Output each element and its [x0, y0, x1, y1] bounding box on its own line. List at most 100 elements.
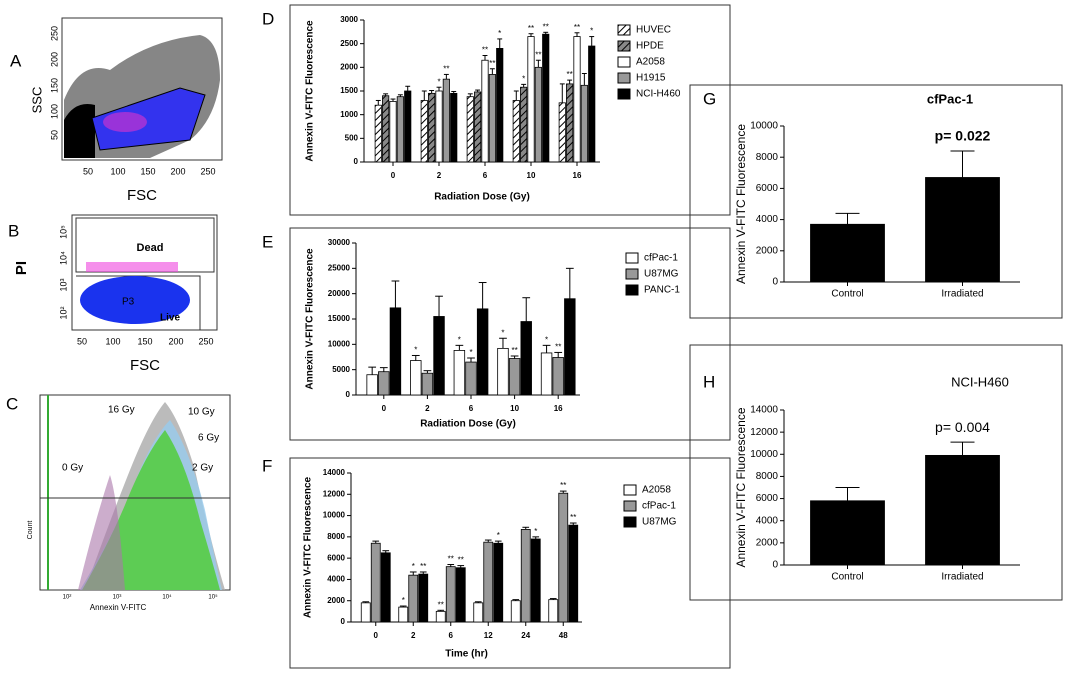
panel-letter: D: [262, 9, 274, 28]
x-tick-label: 100: [110, 166, 125, 176]
bar: [476, 308, 489, 396]
bar: [435, 90, 443, 163]
x-tick-label: Control: [831, 572, 863, 583]
bar: [445, 566, 456, 623]
bar: [534, 66, 542, 163]
bar: [588, 45, 596, 163]
significance: **: [543, 22, 549, 31]
bar: [520, 86, 528, 163]
curve-label: 10 Gy: [188, 407, 215, 418]
bar: [493, 542, 504, 623]
significance: **: [448, 555, 454, 564]
y-axis-label: Annexin V-FITC Fluorescence: [734, 124, 748, 284]
bar: [580, 84, 588, 163]
bar: [497, 347, 509, 396]
y-axis-label: PI: [13, 261, 30, 275]
x-tick-label: 0: [382, 404, 387, 413]
bar: [508, 358, 521, 396]
panel-frame: [689, 84, 1063, 319]
y-tick-label: 0: [354, 157, 359, 166]
curve-label: 6 Gy: [198, 433, 219, 444]
y-tick-label: 15000: [328, 314, 351, 323]
bar: [453, 350, 466, 396]
decor-events: [86, 262, 178, 272]
gate-live: [76, 275, 201, 330]
x-tick-label: 12: [484, 631, 493, 640]
legend-swatch: [625, 252, 639, 264]
y-tick-label: 250: [49, 26, 59, 41]
significance: *: [437, 77, 440, 86]
bar: [925, 177, 1000, 283]
bar: [520, 321, 532, 396]
bar: [450, 92, 458, 163]
panel-letter: A: [10, 51, 22, 70]
significance: **: [528, 24, 534, 33]
y-tick-label: 25000: [328, 263, 351, 272]
legend-swatch: [623, 516, 637, 528]
decor-events: [64, 104, 95, 158]
significance: *: [412, 562, 415, 571]
bar: [520, 529, 531, 623]
panel-letter: F: [262, 456, 272, 475]
bar: [378, 371, 390, 396]
y-tick-label: 10²: [58, 306, 68, 319]
y-tick-label: 1500: [340, 86, 358, 95]
gate-label: P3: [122, 297, 135, 308]
significance: **: [438, 600, 444, 609]
significance: *: [497, 531, 500, 540]
curve-label: 16 Gy: [108, 405, 135, 416]
y-axis-label: Annexin V-FITC Fluorescence: [305, 248, 316, 390]
p-value: p= 0.004: [935, 419, 990, 435]
y-tick-label: 150: [49, 78, 59, 93]
panel-frame: [289, 457, 731, 669]
legend-swatch: [617, 24, 631, 36]
x-tick-label: 250: [200, 166, 215, 176]
panel-frame: [289, 4, 731, 216]
bar: [558, 102, 566, 163]
bar: [496, 48, 504, 163]
significance: **: [482, 46, 488, 55]
curve-label: 2 Gy: [192, 463, 213, 474]
panel-letter: B: [8, 221, 19, 240]
legend-label: A2058: [636, 57, 665, 68]
panel-a: A SSC FSC 250 200 150 100 50 50 100 150 …: [10, 17, 223, 204]
bar: [512, 100, 520, 163]
x-tick-label: 2: [425, 404, 430, 413]
y-tick-label: 2500: [340, 39, 358, 48]
panel-letter: G: [703, 89, 716, 108]
y-tick-label: 10000: [323, 511, 346, 520]
y-tick-label: 3000: [340, 15, 358, 24]
y-tick-label: 1000: [340, 110, 358, 119]
x-tick-label: 10³: [113, 595, 122, 601]
bar: [408, 574, 419, 623]
gate-label: Dead: [137, 242, 164, 254]
x-tick-label: Irradiated: [941, 289, 983, 300]
bar: [925, 454, 1000, 566]
y-axis-label: Annexin V-FITC Fluorescence: [734, 407, 748, 567]
y-tick-label: 4000: [756, 214, 779, 225]
panel-letter: C: [6, 394, 18, 413]
legend-label: PANC-1: [644, 285, 680, 296]
x-axis-label: Radiation Dose (Gy): [420, 419, 516, 430]
legend-swatch: [617, 56, 631, 68]
legend-label: A2058: [642, 485, 671, 496]
x-tick-label: 150: [140, 166, 155, 176]
x-tick-label: 200: [170, 166, 185, 176]
y-tick-label: 6000: [756, 183, 779, 194]
y-tick-label: 8000: [756, 471, 779, 482]
y-tick-label: 8000: [327, 532, 345, 541]
x-tick-label: 10: [510, 404, 519, 413]
bar: [370, 542, 381, 623]
legend-label: cfPac-1: [642, 501, 676, 512]
bar: [510, 600, 521, 623]
bar: [558, 492, 569, 623]
x-tick-label: 250: [198, 336, 213, 346]
significance: **: [535, 50, 541, 59]
x-tick-label: 6: [469, 404, 474, 413]
y-tick-label: 2000: [756, 245, 779, 256]
bar: [573, 36, 581, 163]
gate-label: Live: [160, 313, 180, 324]
decor-events: [80, 276, 190, 324]
x-tick-label: 0: [391, 171, 396, 180]
